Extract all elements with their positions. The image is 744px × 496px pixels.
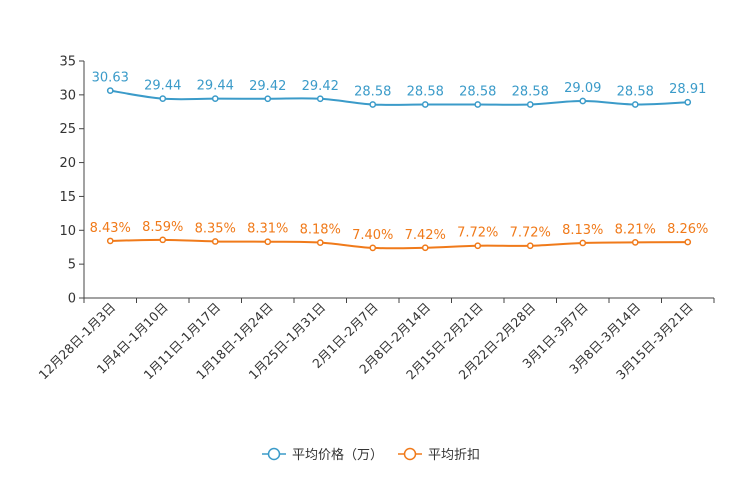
series-line-2	[110, 238, 688, 250]
data-point[interactable]	[159, 95, 167, 102]
y-tick-label: 5	[68, 258, 76, 273]
legend-circle-marker	[267, 447, 281, 461]
data-label: 8.21%	[615, 222, 656, 237]
data-point[interactable]	[474, 242, 482, 250]
data-point[interactable]	[316, 239, 324, 246]
data-label: 8.18%	[300, 223, 341, 238]
y-tick-label: 10	[59, 224, 76, 239]
data-point[interactable]	[211, 95, 219, 102]
data-label: 7.72%	[510, 226, 551, 241]
data-label: 7.72%	[457, 226, 498, 241]
data-point[interactable]	[421, 244, 429, 252]
legend[interactable]: 平均价格（万） 平均折扣	[262, 447, 480, 463]
y-tick-label: 15	[59, 190, 76, 205]
y-tick-label: 30	[59, 88, 76, 103]
data-label: 29.44	[144, 79, 181, 94]
data-point[interactable]	[316, 95, 324, 103]
data-label: 28.91	[669, 82, 706, 97]
data-labels: 30.63 29.44 29.44 29.42 29.42 28.58 28.58 28.58…	[90, 71, 709, 243]
data-label: 8.59%	[142, 220, 183, 235]
data-label: 30.63	[92, 71, 129, 86]
data-point[interactable]	[474, 101, 482, 108]
data-point[interactable]	[579, 97, 587, 105]
data-label: 8.13%	[562, 223, 603, 238]
data-point[interactable]	[211, 238, 219, 245]
data-label: 8.43%	[90, 221, 131, 236]
data-point[interactable]	[631, 239, 639, 246]
legend-label: 平均价格（万）	[292, 447, 383, 463]
data-point[interactable]	[684, 98, 692, 106]
data-label: 28.58	[354, 84, 391, 99]
data-point[interactable]	[106, 87, 114, 94]
data-label: 28.58	[407, 84, 444, 99]
y-tick-label: 25	[59, 122, 76, 137]
legend-item-1[interactable]: 平均价格（万）	[262, 447, 383, 463]
data-point[interactable]	[526, 242, 534, 250]
data-label: 7.40%	[352, 228, 393, 243]
legend-label: 平均折扣	[428, 448, 480, 463]
data-point[interactable]	[369, 101, 377, 108]
legend-item-2[interactable]: 平均折扣	[398, 447, 480, 463]
data-label: 29.44	[197, 79, 234, 94]
data-point[interactable]	[579, 239, 587, 247]
data-label: 8.26%	[667, 222, 708, 237]
data-point[interactable]	[421, 101, 429, 108]
data-point[interactable]	[159, 236, 167, 244]
y-tick-label: 0	[68, 292, 76, 307]
data-point[interactable]	[264, 238, 272, 246]
data-label: 8.31%	[247, 222, 288, 237]
series-line-1	[110, 89, 688, 106]
data-point[interactable]	[369, 244, 377, 252]
data-label: 29.42	[249, 79, 286, 94]
data-point[interactable]	[631, 101, 639, 108]
data-label: 7.42%	[405, 228, 446, 243]
data-point[interactable]	[106, 237, 114, 245]
series-lines	[106, 87, 692, 252]
data-label: 28.58	[459, 84, 496, 99]
data-label: 29.42	[302, 79, 339, 94]
data-label: 28.58	[617, 84, 654, 99]
legend-circle-marker	[403, 447, 417, 461]
data-point[interactable]	[264, 95, 272, 103]
data-point[interactable]	[526, 101, 534, 108]
y-tick-label: 20	[59, 156, 76, 171]
data-label: 28.58	[512, 84, 549, 99]
data-label: 29.09	[564, 81, 601, 96]
y-tick-label: 35	[59, 55, 76, 70]
data-point[interactable]	[684, 238, 692, 246]
data-label: 8.35%	[195, 221, 236, 236]
